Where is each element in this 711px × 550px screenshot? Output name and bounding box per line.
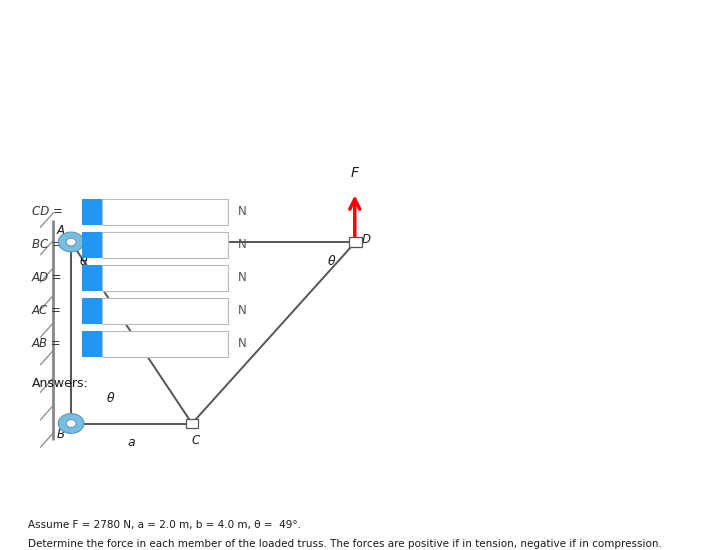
Text: θ: θ [80,255,87,268]
Circle shape [66,238,76,246]
Text: i: i [90,207,94,217]
Text: i: i [90,306,94,316]
Text: θ: θ [107,392,114,405]
Text: F: F [351,166,359,180]
Text: AB =: AB = [32,337,62,350]
Text: Assume F = 2780 N, a = 2.0 m, b = 4.0 m, θ =  49°.: Assume F = 2780 N, a = 2.0 m, b = 4.0 m,… [28,520,301,530]
FancyBboxPatch shape [82,265,102,291]
Text: N: N [238,238,247,251]
Text: i: i [90,240,94,250]
Text: CD =: CD = [32,205,63,218]
Text: Determine the force in each member of the loaded truss. The forces are positive : Determine the force in each member of th… [28,539,663,549]
FancyBboxPatch shape [102,232,228,258]
Circle shape [58,232,84,252]
FancyBboxPatch shape [82,331,102,357]
FancyBboxPatch shape [186,419,198,428]
FancyBboxPatch shape [349,237,362,247]
Text: C: C [191,433,200,447]
Circle shape [66,420,76,427]
Circle shape [58,414,84,433]
Text: AC =: AC = [32,304,62,317]
Text: i: i [90,339,94,349]
FancyBboxPatch shape [82,232,102,258]
FancyBboxPatch shape [102,199,228,225]
Text: a: a [128,436,135,449]
FancyBboxPatch shape [102,298,228,324]
Text: N: N [238,205,247,218]
FancyBboxPatch shape [82,298,102,324]
FancyBboxPatch shape [82,199,102,225]
Text: Answers:: Answers: [32,377,89,390]
FancyBboxPatch shape [102,331,228,357]
Text: b: b [213,213,221,227]
FancyBboxPatch shape [102,265,228,291]
Text: D: D [362,233,370,246]
Text: A: A [56,224,65,238]
Text: AD =: AD = [32,271,63,284]
Text: N: N [238,304,247,317]
Text: B: B [56,428,65,441]
Text: N: N [238,271,247,284]
Text: θ: θ [328,255,335,268]
Text: N: N [238,337,247,350]
Text: i: i [90,273,94,283]
Text: BC =: BC = [32,238,62,251]
